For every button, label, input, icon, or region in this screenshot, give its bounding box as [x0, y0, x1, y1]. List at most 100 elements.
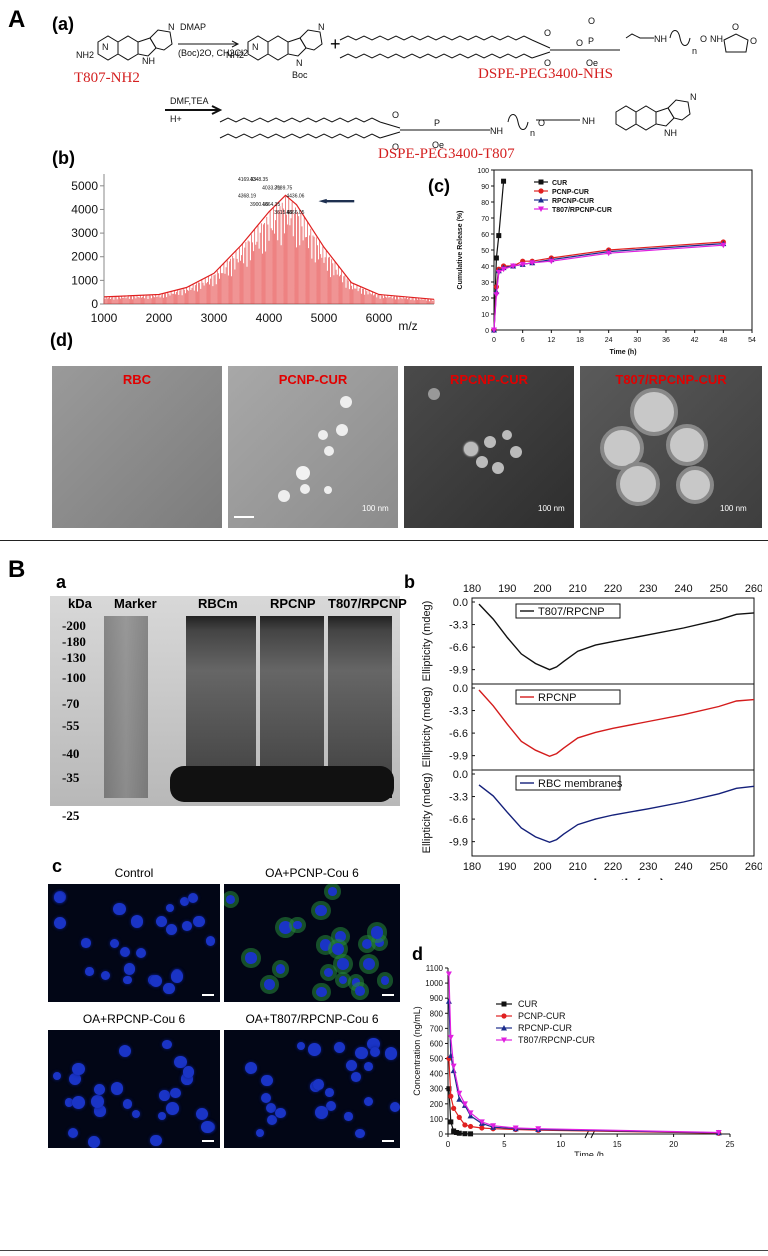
cell-nucleus	[150, 1134, 162, 1146]
cd-legend-label: RPCNP	[538, 692, 577, 704]
cd-top-tick-label: 200	[533, 583, 551, 595]
cell-nucleus	[165, 903, 174, 912]
cell-nucleus	[346, 1059, 357, 1071]
conf-pcnp	[224, 884, 400, 1002]
pk-legend-label: PCNP-CUR	[518, 1011, 566, 1021]
pk-legend-label: CUR	[518, 999, 538, 1009]
cell-nucleus	[119, 946, 131, 958]
marker-lane	[104, 616, 148, 798]
cd-top-tick-label: 210	[569, 583, 587, 595]
rel-ytick-label: 40	[481, 264, 489, 271]
cell-nucleus	[156, 916, 168, 928]
cell-nucleus	[338, 975, 347, 984]
cell-nucleus	[363, 1062, 373, 1071]
atom-o3: O	[576, 38, 583, 48]
cell-nucleus	[355, 1128, 365, 1139]
cell-nucleus	[163, 983, 175, 995]
rel-point	[493, 255, 499, 261]
cell-nucleus	[72, 1062, 85, 1075]
pk-series-line	[448, 973, 719, 1134]
ms-peak-label: 4033.71	[262, 185, 280, 191]
cell-nucleus	[265, 1102, 276, 1114]
rel-series-line	[493, 244, 724, 331]
rel-legend-marker	[538, 206, 544, 212]
rel-xtick-label: 12	[547, 337, 555, 344]
cell-nucleus	[361, 939, 372, 950]
cd-legend-label: RBC membranes	[538, 778, 623, 790]
pk-xtick-label: 20	[669, 1140, 678, 1149]
pk-point	[456, 1130, 462, 1136]
cell-nucleus	[362, 957, 375, 970]
cell-nucleus	[323, 967, 334, 978]
pk-point	[479, 1125, 485, 1131]
cd-legend-box	[515, 775, 621, 791]
conf-caption-rpcnp: OA+RPCNP-Cou 6	[82, 1012, 186, 1026]
cell-nucleus	[260, 1092, 272, 1104]
t807-label: T807-NH2	[74, 70, 140, 86]
cell-nucleus	[130, 915, 144, 929]
ms-peak-label: 4664.35	[262, 202, 280, 208]
mw-130: -130	[62, 650, 86, 665]
pk-legend-label: RPCNP-CUR	[518, 1023, 573, 1033]
cell-nucleus	[274, 1107, 286, 1119]
atom-boc: Boc	[292, 70, 308, 80]
cell-nucleus	[308, 1043, 321, 1056]
conf-control	[48, 884, 220, 1002]
cell-nucleus	[188, 893, 199, 904]
panel-letter-a: A	[8, 6, 26, 33]
lane-t807-label: T807/RPCNP	[328, 596, 407, 611]
cell-nucleus	[180, 896, 190, 907]
rel-point	[496, 233, 502, 239]
cell-nucleus	[88, 1136, 100, 1148]
atom-nh6: NH	[490, 126, 503, 136]
tem-t807: T807/RPCNP-CUR 100 nm	[580, 366, 762, 528]
rel-point	[500, 266, 507, 273]
atom-nh8: NH	[664, 128, 677, 138]
cd-series-line	[478, 784, 755, 844]
ms-peak-label: 3900.18	[250, 202, 268, 208]
cell-nucleus	[166, 923, 178, 935]
ms-ytick-label: 5000	[71, 179, 98, 193]
cd-legend-label: T807/RPCNP	[538, 606, 605, 618]
cd-series-line	[478, 603, 755, 671]
tem-rpcnp: RPCNP-CUR 100 nm	[404, 366, 574, 528]
rel-xlabel: Time (h)	[609, 349, 636, 356]
mw-55: -55	[62, 718, 80, 733]
nh2-text: NH2	[76, 50, 94, 60]
cd-bottom-tick-label: 240	[674, 861, 692, 873]
cell-nucleus	[118, 1045, 131, 1058]
rel-xtick-label: 42	[691, 337, 699, 344]
scale-bar	[382, 994, 394, 996]
cell-nucleus	[389, 1102, 400, 1113]
rel-xtick-label: 54	[748, 337, 756, 344]
ms-ytick-label: 3000	[71, 226, 98, 240]
pk-legend-marker	[501, 1037, 507, 1043]
pk-point	[451, 1105, 457, 1111]
rel-legend-marker	[538, 197, 544, 203]
ms-xtick-label: 6000	[366, 311, 393, 325]
tem-pcnp: PCNP-CUR 100 nm	[228, 366, 398, 528]
atom-nh1: NH	[142, 56, 155, 66]
atom-nh4: NH	[654, 34, 667, 44]
atom-nh7: NH	[582, 116, 595, 126]
cd-ylabel: Ellipticity (mdeg)	[421, 773, 433, 854]
conf-caption-t807: OA+T807/RPCNP-Cou 6	[245, 1012, 379, 1026]
pk-point	[451, 1128, 457, 1134]
cell-nucleus	[64, 1097, 74, 1107]
pk-point	[461, 1101, 468, 1107]
ms-xtick-label: 1000	[91, 311, 118, 325]
mw-180: -180	[62, 634, 86, 649]
rel-xtick-label: 30	[633, 337, 641, 344]
cell-nucleus	[53, 892, 65, 904]
cd-legend-box	[515, 603, 621, 619]
pk-point	[453, 1129, 459, 1135]
rel-point	[519, 261, 526, 268]
rel-ytick-label: 20	[481, 296, 489, 303]
release-label: (c)	[428, 176, 450, 196]
rel-xtick-label: 6	[521, 337, 525, 344]
cell-nucleus	[91, 1095, 104, 1108]
ms-peak-label: 4436.06	[286, 194, 304, 200]
rel-point	[605, 250, 612, 257]
cell-nucleus	[351, 1071, 362, 1082]
atom-o4: O	[588, 16, 595, 26]
